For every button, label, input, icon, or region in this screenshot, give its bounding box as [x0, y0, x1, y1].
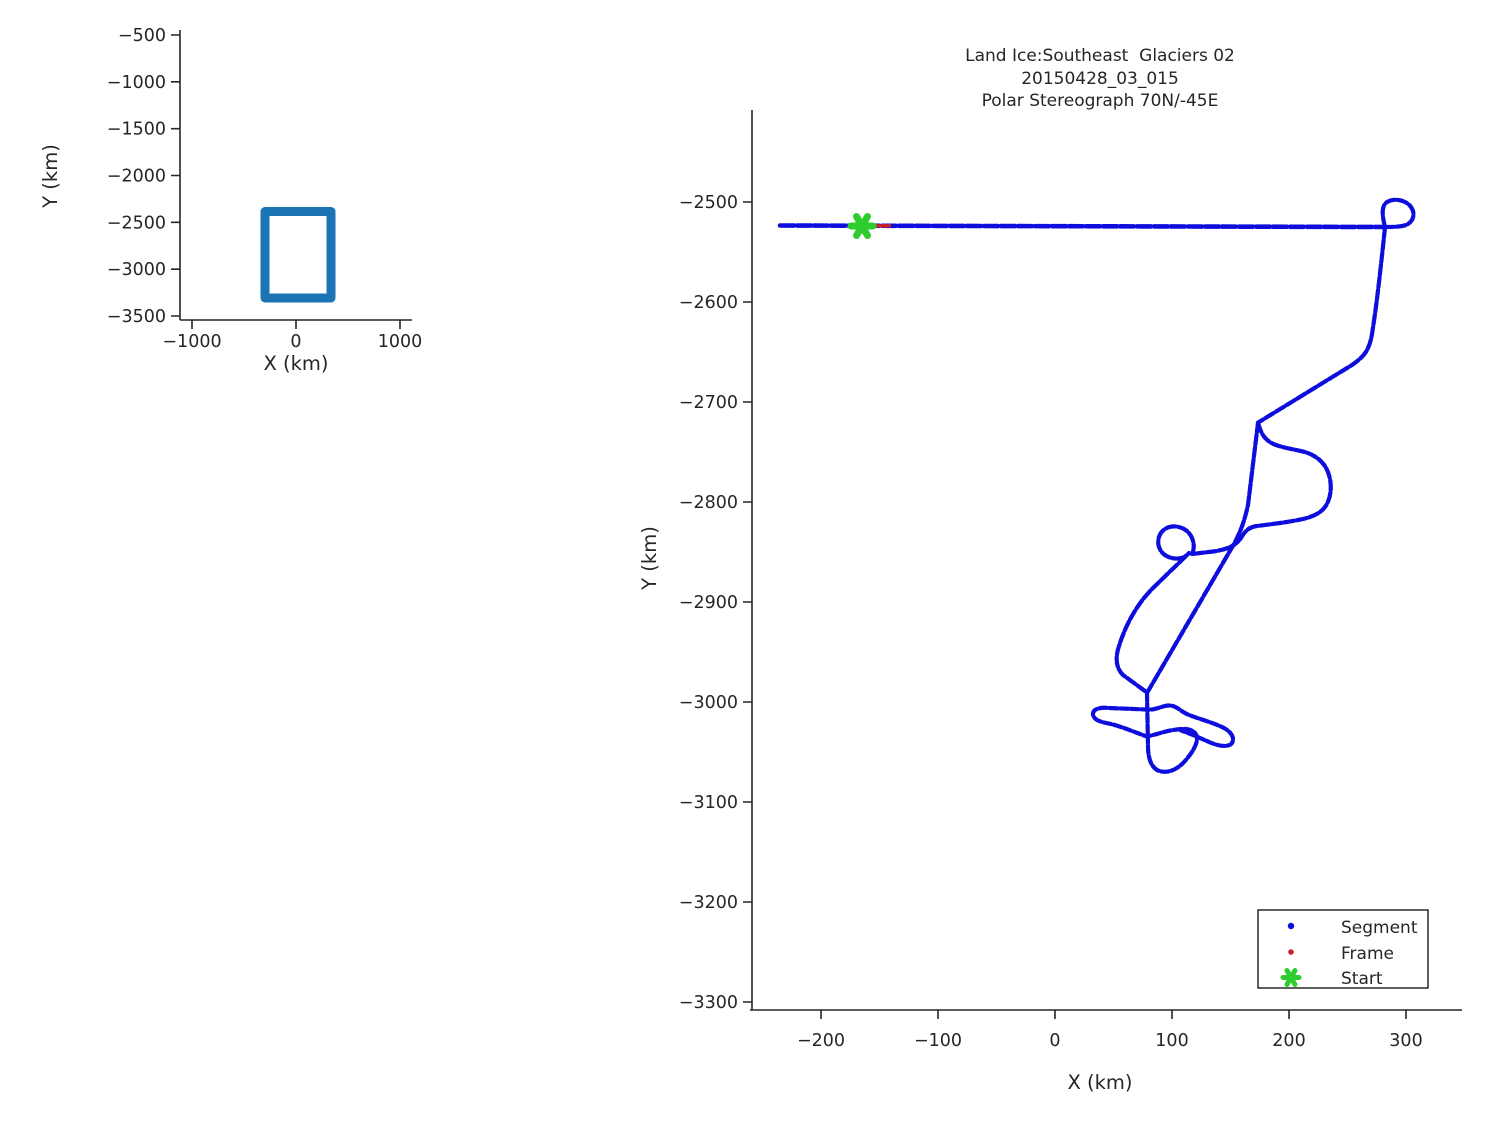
detail-ylabel: Y (km)	[638, 526, 661, 591]
detail-ytick-label: −2700	[679, 393, 738, 413]
overview-ytick-label: −1500	[107, 120, 166, 140]
detail-spines	[750, 110, 1462, 1011]
overview-ytick-marks	[171, 34, 180, 317]
segment-circle-loop	[1156, 524, 1196, 561]
detail-ytick-label: −3200	[679, 893, 738, 913]
detail-ytick-label: −3300	[679, 993, 738, 1013]
detail-ytick-label: −2900	[679, 593, 738, 613]
overview-flight-box	[260, 207, 336, 303]
detail-xtick-marks	[820, 1010, 1407, 1019]
detail-ytick-label: −2500	[679, 193, 738, 213]
detail-ytick-label: −2800	[679, 493, 738, 513]
detail-title-line3: Polar Stereograph 70N/-45E	[982, 91, 1219, 111]
detail-xtick-label: 200	[1272, 1031, 1305, 1051]
legend-start-label: Start	[1341, 969, 1383, 989]
overview-plot: −500 −1000 −1500 −2000 −2500 −3000 −3500…	[39, 26, 422, 375]
overview-ytick-label: −3500	[107, 307, 166, 327]
detail-title-line1: Land Ice:Southeast Glaciers 02	[965, 46, 1235, 66]
overview-ylabel: Y (km)	[39, 144, 62, 209]
legend-segment-marker	[1287, 922, 1295, 930]
detail-ytick-label: −3000	[679, 693, 738, 713]
overview-spines	[179, 30, 412, 321]
overview-ytick-label: −3000	[107, 260, 166, 280]
segment-trajectory	[777, 197, 1416, 774]
detail-xtick-label: 300	[1389, 1031, 1422, 1051]
overview-ytick-label: −2500	[107, 213, 166, 233]
detail-ytick-label: −3100	[679, 793, 738, 813]
detail-xtick-label: 100	[1155, 1031, 1188, 1051]
legend-box	[1257, 909, 1429, 989]
segment-end-loop	[1380, 197, 1416, 230]
start-marker	[847, 213, 877, 239]
overview-xtick-label: −1000	[162, 332, 221, 352]
detail-xtick-label: −100	[914, 1031, 962, 1051]
detail-title-line2: 20150428_03_015	[1021, 69, 1179, 89]
detail-ytick-marks	[743, 201, 752, 1003]
segment-rect-loop	[1189, 420, 1333, 557]
segment-bottom-cluster	[1090, 690, 1236, 774]
segment-diagonal-sw	[1114, 553, 1189, 694]
detail-plot: Land Ice:Southeast Glaciers 02 20150428_…	[638, 46, 1462, 1094]
overview-ytick-label: −2000	[107, 167, 166, 187]
legend-frame-label: Frame	[1341, 944, 1394, 964]
legend-frame-marker	[1288, 949, 1294, 955]
detail-xtick-label: 0	[1049, 1031, 1060, 1051]
legend-segment-label: Segment	[1341, 918, 1418, 938]
overview-xtick-marks	[191, 320, 401, 329]
overview-ytick-label: −1000	[107, 73, 166, 93]
overview-xtick-label: 0	[290, 332, 301, 352]
overview-xtick-label: 1000	[378, 332, 423, 352]
legend: Segment Frame Start	[1257, 909, 1429, 989]
detail-xlabel: X (km)	[1067, 1071, 1132, 1094]
detail-ytick-label: −2600	[679, 293, 738, 313]
detail-xtick-label: −200	[797, 1031, 845, 1051]
segment-diagonal-ne	[1144, 420, 1261, 696]
overview-xlabel: X (km)	[263, 352, 328, 375]
overview-ytick-label: −500	[118, 26, 166, 46]
segment-descent-leg	[1256, 225, 1388, 425]
legend-start-marker	[1280, 968, 1302, 987]
